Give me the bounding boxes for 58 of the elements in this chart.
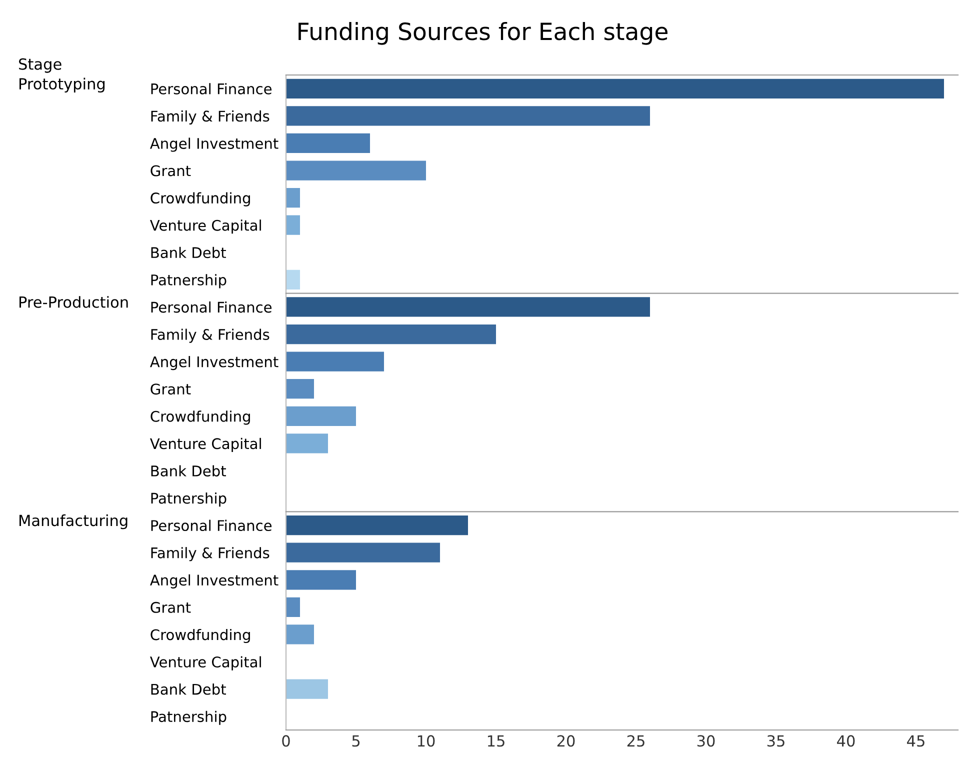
- y-tick-label: Crowdfunding: [150, 410, 250, 425]
- bar: [286, 679, 328, 699]
- bar: [286, 133, 370, 154]
- x-tick-label: 25: [627, 735, 644, 747]
- y-tick-label: Bank Debt: [151, 684, 226, 695]
- y-tick-label: Personal Finance: [151, 520, 272, 532]
- y-tick-label: Angel Investment: [150, 574, 278, 588]
- y-tick-label: Patnership: [151, 274, 226, 288]
- bar: [286, 379, 314, 399]
- bar: [286, 270, 300, 290]
- bar: [286, 78, 944, 98]
- bar: [286, 434, 328, 454]
- bar: [286, 215, 300, 235]
- bar: [286, 352, 384, 372]
- y-tick-label: Patnership: [151, 492, 226, 507]
- x-tick-label: 0: [282, 735, 290, 747]
- y-tick-label: Family & Friends: [151, 328, 270, 343]
- x-tick-label: 45: [907, 735, 924, 747]
- text: Stage: [19, 58, 62, 73]
- y-axis-title: Prototyping: [20, 78, 105, 93]
- y-axis-title: Pre-Production: [20, 296, 128, 308]
- y-tick-label: Crowdfunding: [150, 192, 250, 206]
- bar: [286, 160, 426, 180]
- bar: [286, 597, 300, 618]
- y-tick-label: Grant: [150, 165, 191, 176]
- y-tick-label: Venture Capital: [150, 656, 261, 670]
- x-tick-label: 20: [557, 735, 575, 747]
- bar: [286, 570, 356, 590]
- y-tick-label: Family & Friends: [151, 110, 270, 125]
- y-tick-label: Venture Capital: [150, 220, 261, 234]
- y-tick-label: Personal Finance: [151, 83, 272, 94]
- bar: [286, 406, 356, 426]
- bar: [286, 106, 650, 126]
- y-tick-label: Venture Capital: [150, 438, 261, 452]
- bar: [286, 297, 650, 317]
- bar: [286, 324, 496, 344]
- x-tick-label: 40: [837, 735, 855, 747]
- x-tick-label: 30: [697, 735, 715, 747]
- x-tick-label: 5: [352, 735, 360, 747]
- y-tick-label: Personal Finance: [151, 301, 272, 313]
- chart-title: Funding Sources for Each stage: [298, 22, 668, 45]
- y-tick-label: Angel Investment: [150, 138, 278, 152]
- y-axis-title: Manufacturing: [20, 514, 128, 530]
- y-tick-label: Crowdfunding: [150, 628, 250, 644]
- y-tick-label: Angel Investment: [150, 356, 278, 370]
- x-tick-label: 10: [418, 735, 435, 747]
- y-tick-label: Patnership: [151, 710, 226, 725]
- bar: [286, 624, 314, 644]
- bar: [286, 542, 440, 562]
- y-tick-label: Family & Friends: [151, 547, 270, 562]
- bar: [286, 515, 468, 536]
- x-tick-label: 15: [488, 735, 504, 747]
- y-tick-label: Grant: [150, 384, 191, 395]
- y-tick-label: Bank Debt: [151, 465, 226, 476]
- y-tick-label: Bank Debt: [151, 246, 226, 258]
- x-tick-label: 35: [767, 735, 784, 747]
- y-tick-label: Grant: [150, 602, 191, 613]
- bar: [286, 188, 300, 208]
